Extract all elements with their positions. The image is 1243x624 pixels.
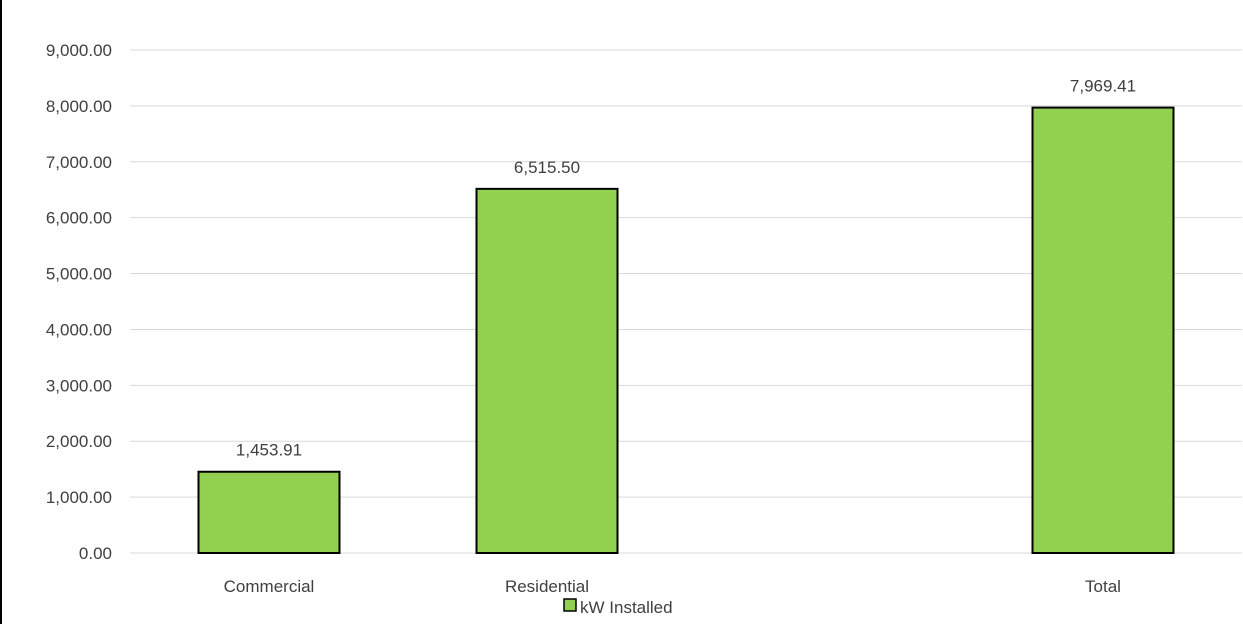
- legend-swatch: [563, 598, 577, 612]
- y-tick-label: 6,000.00: [46, 209, 112, 228]
- y-tick-label: 5,000.00: [46, 265, 112, 284]
- data-label: 7,969.41: [1070, 77, 1136, 96]
- data-label: 1,453.91: [236, 441, 302, 460]
- y-tick-label: 7,000.00: [46, 153, 112, 172]
- x-tick-label: Total: [1085, 577, 1121, 596]
- data-label: 6,515.50: [514, 158, 580, 177]
- x-tick-label: Commercial: [224, 577, 315, 596]
- x-tick-label: Residential: [505, 577, 589, 596]
- bar-commercial: [197, 470, 341, 554]
- y-tick-label: 0.00: [79, 544, 112, 563]
- legend-label: kW Installed: [580, 598, 673, 617]
- y-tick-label: 1,000.00: [46, 488, 112, 507]
- y-tick-label: 8,000.00: [46, 97, 112, 116]
- bar-residential: [475, 187, 619, 554]
- y-tick-label: 2,000.00: [46, 432, 112, 451]
- y-tick-label: 4,000.00: [46, 320, 112, 339]
- y-tick-label: 3,000.00: [46, 376, 112, 395]
- bar-total: [1031, 106, 1175, 554]
- y-tick-label: 9,000.00: [46, 41, 112, 60]
